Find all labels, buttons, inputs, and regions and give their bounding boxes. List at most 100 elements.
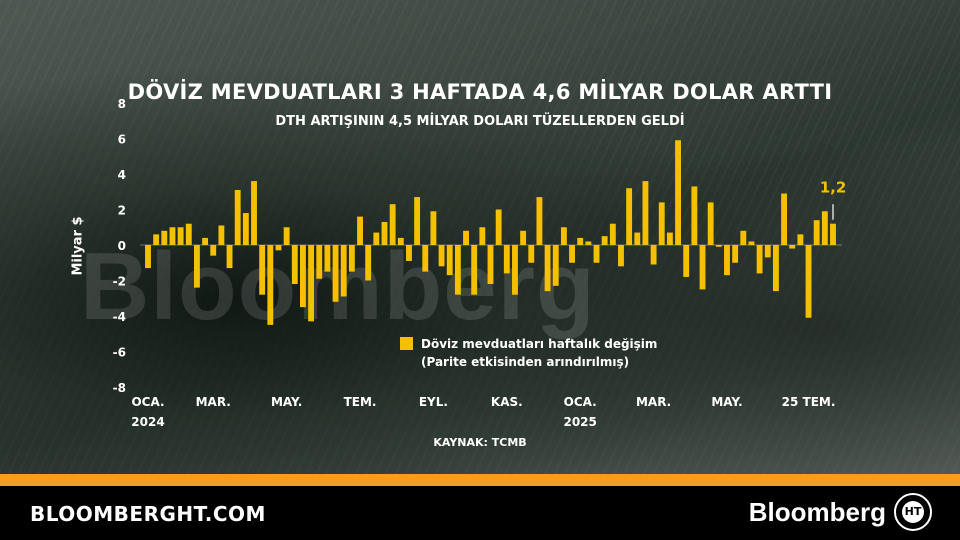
bar bbox=[300, 245, 306, 308]
bar bbox=[764, 245, 771, 258]
bar bbox=[324, 245, 331, 272]
bar bbox=[552, 245, 559, 286]
bar bbox=[348, 245, 355, 272]
bar bbox=[234, 189, 241, 245]
bar bbox=[177, 227, 184, 245]
bar bbox=[503, 245, 510, 274]
x-tick-year: 2024 bbox=[131, 415, 164, 429]
ht-logo-icon: HT bbox=[894, 493, 932, 531]
bar bbox=[365, 245, 372, 281]
bar bbox=[569, 245, 575, 263]
bar bbox=[675, 140, 681, 245]
bloomberg-logo: Bloomberg bbox=[748, 497, 886, 527]
bar bbox=[283, 227, 290, 245]
bar bbox=[732, 245, 739, 263]
bar bbox=[691, 186, 698, 245]
bar bbox=[218, 225, 225, 245]
bar bbox=[226, 245, 233, 269]
chart-title: DÖVİZ MEVDUATLARI 3 HAFTADA 4,6 MİLYAR D… bbox=[127, 80, 833, 104]
bar bbox=[813, 220, 820, 245]
bar bbox=[585, 241, 592, 245]
legend-note: (Parite etkisinden arındırılmış) bbox=[421, 355, 630, 369]
site-url[interactable]: BLOOMBERGHT.COM bbox=[30, 502, 266, 526]
bar bbox=[609, 223, 616, 245]
bar bbox=[169, 227, 176, 245]
bar bbox=[699, 245, 706, 290]
bar bbox=[821, 211, 828, 245]
last-value-label: 1,2 bbox=[820, 179, 847, 197]
bar bbox=[389, 204, 396, 245]
bar bbox=[193, 245, 200, 288]
bar bbox=[332, 245, 339, 302]
y-tick-label: 0 bbox=[118, 239, 126, 253]
bar bbox=[642, 181, 649, 245]
x-tick-label: MAR. bbox=[636, 395, 671, 409]
bar bbox=[414, 197, 421, 245]
bar bbox=[316, 245, 323, 279]
bar bbox=[495, 209, 502, 245]
bar bbox=[650, 245, 657, 265]
bar bbox=[724, 245, 730, 276]
source-note: KAYNAK: TCMB bbox=[433, 436, 527, 449]
bar bbox=[577, 237, 584, 245]
x-tick-label: OCA. bbox=[131, 395, 164, 409]
bar bbox=[145, 245, 151, 269]
y-tick-label: -2 bbox=[113, 275, 126, 289]
bar bbox=[797, 234, 804, 245]
bar bbox=[185, 223, 192, 245]
bar bbox=[772, 245, 779, 292]
bar bbox=[487, 245, 494, 285]
y-tick-label: -4 bbox=[113, 310, 126, 324]
bar bbox=[454, 245, 461, 295]
y-tick-label: -8 bbox=[113, 381, 126, 395]
y-tick-label: 6 bbox=[118, 133, 126, 147]
bar bbox=[373, 232, 380, 245]
bar bbox=[259, 245, 266, 295]
bar bbox=[805, 245, 812, 318]
bar bbox=[463, 230, 469, 245]
legend-swatch bbox=[400, 337, 413, 350]
bar bbox=[830, 223, 836, 245]
x-tick-label: OCA. bbox=[564, 395, 597, 409]
bar bbox=[267, 245, 274, 325]
bar bbox=[666, 232, 673, 245]
y-tick-label: 2 bbox=[118, 204, 126, 218]
bar bbox=[479, 227, 486, 245]
bar bbox=[357, 216, 363, 245]
bar bbox=[291, 245, 298, 285]
x-tick-label: MAY. bbox=[711, 395, 742, 409]
bar bbox=[251, 181, 257, 245]
y-tick-label: 4 bbox=[118, 168, 126, 182]
bar bbox=[308, 245, 315, 322]
bar bbox=[202, 237, 209, 245]
bar bbox=[406, 245, 412, 261]
bar bbox=[471, 245, 478, 295]
y-tick-label: 8 bbox=[118, 97, 126, 111]
bar bbox=[658, 202, 665, 245]
x-tick-label: KAS. bbox=[491, 395, 523, 409]
bar bbox=[397, 237, 404, 245]
y-axis-label: Milyar $ bbox=[70, 216, 86, 276]
bar bbox=[422, 245, 429, 272]
bar bbox=[275, 245, 282, 251]
bar bbox=[618, 245, 624, 267]
x-tick-label: EYL. bbox=[419, 395, 448, 409]
bar bbox=[446, 245, 453, 276]
bar bbox=[781, 193, 788, 245]
legend: Döviz mevduatları haftalık değişim (Pari… bbox=[400, 337, 657, 369]
bar bbox=[381, 221, 388, 245]
x-tick-label: MAY. bbox=[271, 395, 302, 409]
footer-bar: BLOOMBERGHT.COM Bloomberg HT bbox=[0, 486, 960, 540]
bar bbox=[340, 245, 347, 297]
ht-logo-text: HT bbox=[902, 501, 924, 523]
bar bbox=[683, 245, 690, 277]
bar bbox=[601, 236, 608, 246]
bar bbox=[153, 234, 160, 245]
bar bbox=[560, 227, 567, 245]
bar bbox=[242, 213, 249, 245]
bar bbox=[707, 202, 714, 245]
x-tick-label: 25 TEM. bbox=[782, 395, 836, 409]
bar bbox=[634, 232, 641, 245]
orange-strip bbox=[0, 474, 960, 486]
x-tick-label: TEM. bbox=[344, 395, 377, 409]
